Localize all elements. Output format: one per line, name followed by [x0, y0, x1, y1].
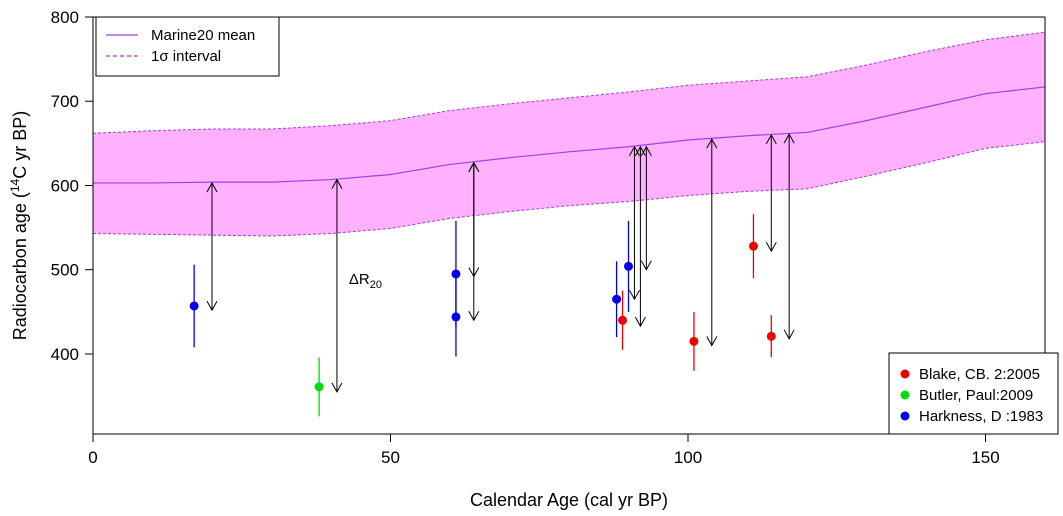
sigma-band [93, 32, 1045, 237]
plot-frame [92, 16, 1046, 435]
delta-r-arrow [765, 133, 777, 253]
data-point [624, 261, 633, 271]
data-point [748, 241, 758, 251]
arrow-head-bottom [706, 336, 718, 347]
legend-series-swatch [900, 369, 910, 379]
axis-layer: 0 50 100 150 400 500 600 700 800 [51, 8, 1000, 467]
delta-r-sub: 20 [370, 279, 382, 291]
point-layer [189, 214, 776, 417]
delta-r-arrow [783, 133, 795, 340]
data-point [766, 331, 776, 341]
arrow-head-top [783, 133, 795, 144]
arrow-head-bottom [468, 311, 480, 322]
y-axis-label-after: C yr BP) [10, 111, 30, 179]
data-point [451, 312, 461, 322]
delta-r-arrow [640, 145, 652, 271]
legend-series-swatch [900, 411, 910, 421]
y-axis-label: Radiocarbon age (14C yr BP) [8, 111, 30, 340]
legend-series-label: Blake, CB. 2:2005 [919, 366, 1040, 383]
legend-curve: Marine20 mean 1σ interval [95, 16, 280, 77]
data-point [689, 336, 699, 346]
legend-series-label: Butler, Paul:2009 [919, 387, 1033, 404]
arrow-head-bottom [331, 382, 343, 393]
arrow-layer [206, 133, 795, 393]
curve-layer [92, 31, 1046, 237]
delta-r-arrow [331, 178, 343, 393]
band-layer [93, 32, 1045, 237]
y-tick-label: 800 [51, 8, 79, 27]
delta-r-arrow [468, 161, 480, 322]
legend-mean-label: Marine20 mean [151, 27, 255, 44]
y-tick-label: 500 [51, 261, 79, 280]
legend-curve-box [95, 16, 280, 77]
band-upper-line [92, 31, 1046, 134]
arrow-head-top [706, 138, 718, 149]
arrow-head-top [629, 145, 640, 156]
x-tick-label: 150 [971, 448, 999, 467]
arrow-head-top [634, 145, 646, 156]
delta-r-arrow [706, 138, 718, 347]
y-axis-label-before: Radiocarbon age ( [10, 192, 30, 340]
arrow-head-top [640, 145, 652, 156]
data-point [451, 269, 461, 279]
legend-series-box [888, 352, 1059, 435]
mean-line [93, 86, 1046, 184]
band-lower-line [92, 141, 1046, 237]
legend-series-swatch [900, 390, 910, 400]
arrow-head-top [765, 133, 777, 145]
y-tick-label: 700 [51, 92, 79, 111]
data-point [314, 382, 324, 392]
arrow-head-bottom [629, 289, 640, 301]
y-tick-label: 600 [51, 176, 79, 195]
data-point [189, 301, 199, 311]
arrow-head-top [468, 161, 480, 172]
data-point [618, 315, 628, 325]
arrow-head-top [206, 181, 218, 193]
legend-series-label: Harkness, D :1983 [919, 408, 1043, 425]
delta-r-text: ΔR [349, 271, 370, 288]
legend-band-label: 1σ interval [151, 48, 221, 65]
data-point [612, 294, 622, 304]
x-tick-label: 50 [381, 448, 400, 467]
arrow-head-bottom [206, 300, 218, 312]
x-tick-label: 100 [674, 448, 702, 467]
delta-r-annotation: ΔR20 [349, 271, 382, 291]
delta-r-arrow [629, 145, 640, 301]
arrow-head-top [331, 178, 343, 189]
arrow-head-bottom [640, 260, 652, 271]
y-axis-label-sup: 14 [8, 178, 22, 192]
delta-r-arrow [634, 145, 646, 328]
y-tick-label: 400 [51, 345, 79, 364]
delta-r-arrow [206, 181, 218, 312]
arrow-head-bottom [765, 241, 777, 253]
x-axis-label: Calendar Age (cal yr BP) [470, 490, 668, 510]
x-tick-label: 0 [88, 448, 97, 467]
legend-series: Blake, CB. 2:2005 Butler, Paul:2009 Harkne… [888, 352, 1059, 435]
arrow-head-bottom [634, 316, 646, 328]
arrow-head-bottom [783, 329, 795, 340]
